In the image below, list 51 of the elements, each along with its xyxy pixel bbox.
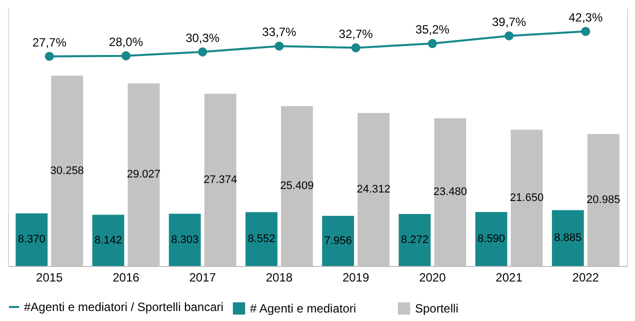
x-tick-label: 2018 [266,270,293,284]
data-label: 8.590 [478,232,506,245]
data-label: 21.650 [510,192,544,204]
bar [245,212,278,266]
point [581,26,590,36]
data-label: 30.258 [50,164,84,177]
x-tick-label: 2017 [189,270,216,284]
point [428,39,437,48]
point [351,43,360,52]
data-label: 8.142 [94,234,122,246]
legend-label: # Agenti e mediatori [250,301,356,316]
data-label: 8.272 [400,234,428,246]
point [274,42,284,51]
bar [16,213,48,266]
bar [475,212,508,266]
bar [322,216,354,266]
point [121,51,131,60]
point [504,31,514,40]
bar [168,214,201,266]
data-label: 8.370 [18,234,46,246]
x-tick-label: 2020 [419,270,446,284]
point [44,52,54,61]
legend-label: #Agenti e mediatori / Sportelli bancari [24,300,224,314]
data-label: 30,3% [186,30,220,45]
data-label: 8.552 [248,233,276,246]
x-tick-label: 2016 [112,270,140,284]
data-label: 23.480 [433,186,467,198]
data-label: 24.312 [356,184,390,196]
x-tick-label: 2015 [36,270,64,284]
data-label: 27.374 [204,174,238,186]
data-label: 32,7% [338,26,374,41]
data-label: 42,3% [568,10,603,24]
data-label: 33,7% [262,25,297,40]
x-tick-label: 2021 [496,270,523,284]
data-label: 35,2% [415,22,450,37]
x-tick-label: 2022 [572,270,600,284]
data-label: 27,7% [32,35,67,50]
bar [92,214,124,266]
data-label: 8.885 [554,232,582,244]
data-label: 7.956 [324,234,352,247]
data-label: 39,7% [492,14,526,29]
data-label: 8.303 [171,234,199,246]
legend-label: Sportelli [415,301,458,316]
data-label: 25.409 [280,180,314,192]
data-label: 28,0% [108,34,144,49]
data-label: 29.027 [126,168,161,181]
bar [398,214,431,266]
point [198,47,208,56]
x-tick-label: 2019 [342,270,370,284]
bar [552,210,584,266]
data-label: 20.985 [586,194,620,206]
